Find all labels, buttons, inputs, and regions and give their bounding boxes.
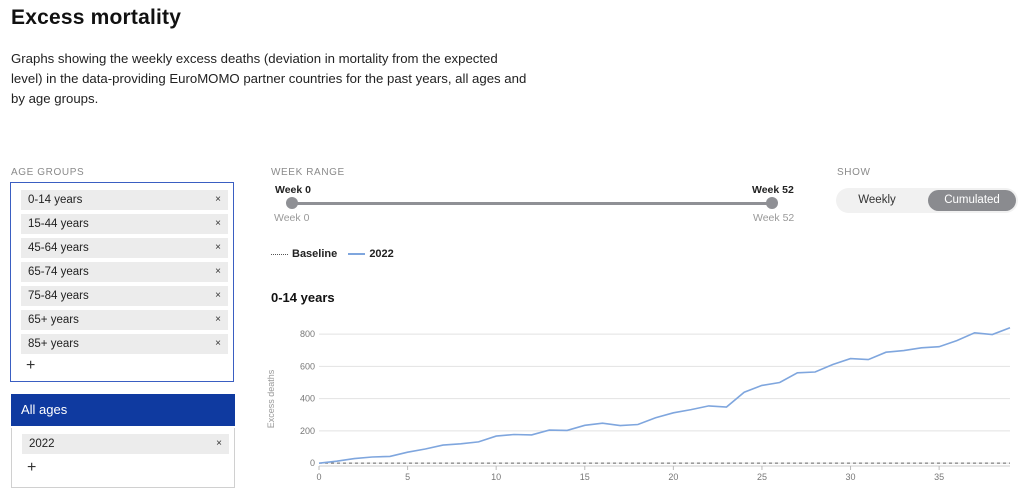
week-range-slider[interactable] [292, 202, 772, 205]
remove-icon[interactable]: × [215, 290, 221, 301]
x-tick-label: 5 [405, 472, 410, 482]
x-tick-label: 35 [934, 472, 944, 482]
year-tag[interactable]: 2022 × [22, 434, 229, 454]
remove-icon[interactable]: × [215, 194, 221, 205]
age-tag[interactable]: 45-64 years × [21, 238, 228, 258]
x-tick-label: 0 [316, 472, 321, 482]
y-tick-label: 600 [300, 361, 315, 371]
remove-icon[interactable]: × [215, 266, 221, 277]
chart-title: 0-14 years [271, 290, 335, 305]
baseline-legend-icon [271, 253, 288, 255]
series-line-2022 [318, 326, 1011, 464]
week-end-value: Week 52 [753, 212, 795, 224]
age-groups-selector[interactable]: 0-14 years × 15-44 years × 45-64 years × 65… [10, 182, 234, 382]
excess-deaths-chart: 0 200 400 600 800 0 5 10 15 20 25 30 35 Excess death… [266, 326, 1011, 482]
x-tick-label: 30 [846, 472, 856, 482]
age-tag-label: 65-74 years [28, 266, 89, 278]
age-tag[interactable]: 15-44 years × [21, 214, 228, 234]
week-range-label: WEEK RANGE [271, 167, 345, 178]
age-tag-label: 85+ years [28, 338, 79, 350]
year-selector[interactable]: 2022 × + [11, 428, 235, 488]
series-legend-icon [348, 253, 366, 256]
age-tag[interactable]: 0-14 years × [21, 190, 228, 210]
age-tag-label: 75-84 years [28, 290, 89, 302]
age-tag-label: 0-14 years [28, 194, 83, 206]
y-tick-label: 200 [300, 426, 315, 436]
age-tag-label: 65+ years [28, 314, 79, 326]
add-icon[interactable]: + [27, 459, 37, 476]
show-label: SHOW [837, 167, 871, 178]
age-tag[interactable]: 85+ years × [21, 334, 228, 354]
x-tick-label: 25 [757, 472, 767, 482]
y-tick-label: 0 [310, 458, 315, 468]
weekly-option[interactable]: Weekly [858, 194, 896, 206]
age-tag[interactable]: 75-84 years × [21, 286, 228, 306]
page-description: Graphs showing the weekly excess deaths … [11, 51, 527, 106]
age-tag[interactable]: 65-74 years × [21, 262, 228, 282]
page-title: Excess mortality [11, 6, 182, 29]
week-start-value: Week 0 [274, 212, 310, 224]
y-tick-label: 400 [300, 394, 315, 404]
all-ages-header[interactable]: All ages [11, 394, 235, 426]
remove-icon[interactable]: × [215, 218, 221, 229]
chart-legend: Baseline 2022 [271, 248, 394, 260]
cumulated-option[interactable]: Cumulated [928, 190, 1016, 211]
add-icon[interactable]: + [26, 357, 36, 374]
remove-icon[interactable]: × [215, 242, 221, 253]
age-tag-label: 15-44 years [28, 218, 89, 230]
baseline-legend-label: Baseline [292, 248, 338, 260]
year-tag-label: 2022 [29, 438, 55, 450]
week-end-handle[interactable] [766, 197, 778, 209]
y-tick-label: 800 [300, 329, 315, 339]
week-start-label: Week 0 [275, 184, 311, 196]
show-toggle[interactable]: Weekly Cumulated [836, 188, 1018, 213]
series-legend-label: 2022 [369, 248, 394, 260]
y-axis-label: Excess deaths [266, 369, 276, 428]
age-tag-label: 45-64 years [28, 242, 89, 254]
x-tick-label: 15 [580, 472, 590, 482]
week-end-label: Week 52 [752, 184, 794, 196]
x-tick-label: 10 [491, 472, 501, 482]
week-start-handle[interactable] [286, 197, 298, 209]
remove-icon[interactable]: × [215, 314, 221, 325]
x-tick-label: 20 [668, 472, 678, 482]
remove-icon[interactable]: × [215, 338, 221, 349]
remove-icon[interactable]: × [216, 438, 222, 449]
age-tag[interactable]: 65+ years × [21, 310, 228, 330]
age-groups-label: AGE GROUPS [11, 167, 85, 178]
